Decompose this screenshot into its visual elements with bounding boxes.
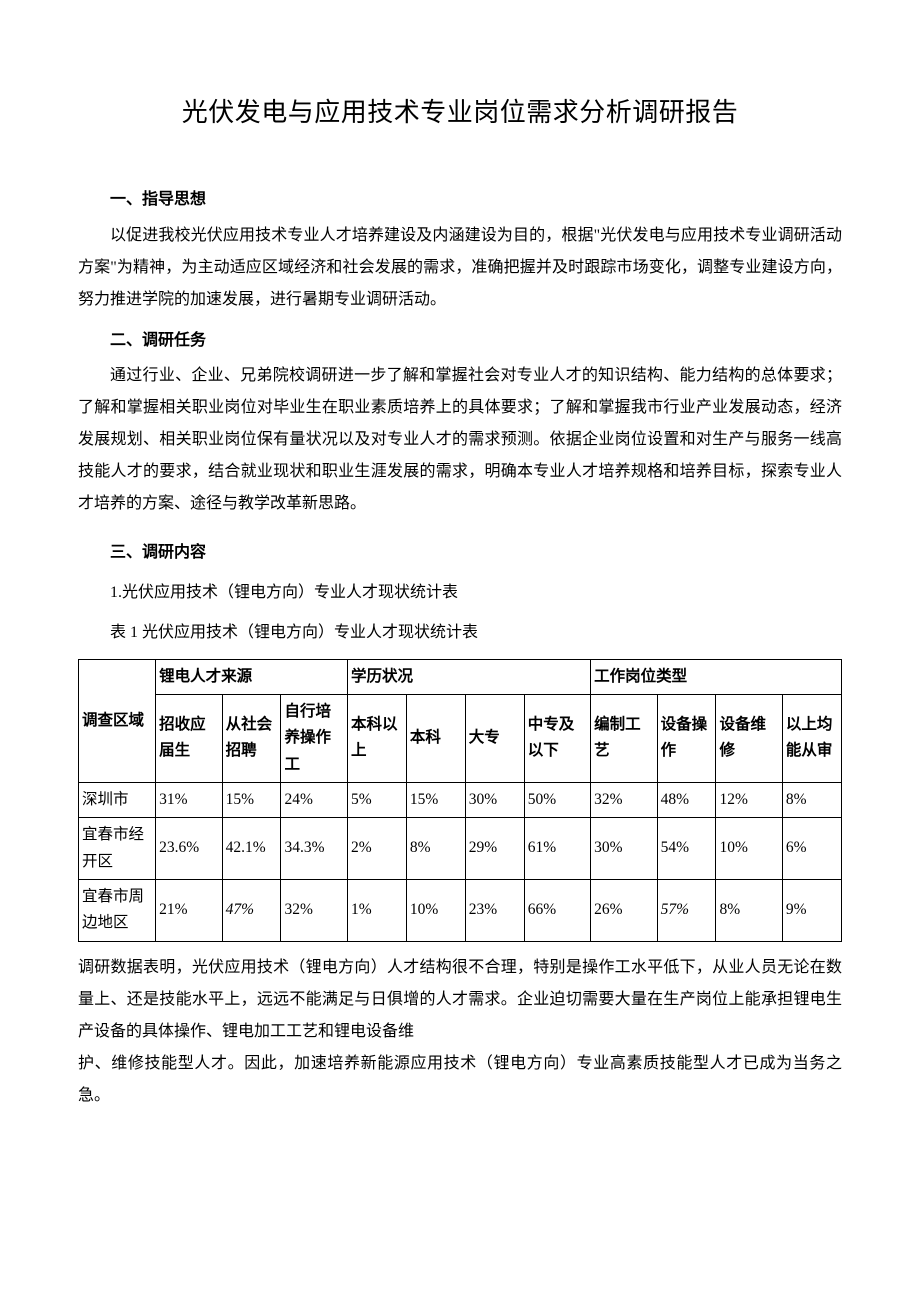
cell-region: 深圳市 <box>79 782 156 817</box>
th-h5: 本科 <box>406 694 465 782</box>
section-3-heading: 三、调研内容 <box>78 538 842 568</box>
cell: 50% <box>524 782 590 817</box>
cell: 15% <box>406 782 465 817</box>
talent-statistics-table: 调查区域 锂电人才来源 学历状况 工作岗位类型 招收应届生 从社会招聘 自行培养… <box>78 659 842 942</box>
th-h7: 中专及以下 <box>524 694 590 782</box>
cell: 47% <box>222 879 281 941</box>
cell: 48% <box>657 782 716 817</box>
section-3-item-1: 1.光伏应用技术（锂电方向）专业人才现状统计表 <box>78 577 842 609</box>
section-1-heading: 一、指导思想 <box>78 185 842 215</box>
section-2-para: 通过行业、企业、兄弟院校调研进一步了解和掌握社会对专业人才的知识结构、能力结构的… <box>78 360 842 520</box>
cell: 32% <box>591 782 657 817</box>
th-h8: 编制工艺 <box>591 694 657 782</box>
cell: 8% <box>406 818 465 880</box>
cell: 2% <box>347 818 406 880</box>
cell: 66% <box>524 879 590 941</box>
cell: 21% <box>156 879 222 941</box>
table-1-caption: 表 1 光伏应用技术（锂电方向）专业人才现状统计表 <box>78 617 842 649</box>
th-h6: 大专 <box>465 694 524 782</box>
cell: 23% <box>465 879 524 941</box>
th-group-source: 锂电人才来源 <box>156 659 348 694</box>
cell: 42.1% <box>222 818 281 880</box>
cell: 61% <box>524 818 590 880</box>
cell-region: 宜春市经开区 <box>79 818 156 880</box>
cell: 26% <box>591 879 657 941</box>
table-row: 宜春市经开区 23.6% 42.1% 34.3% 2% 8% 29% 61% 3… <box>79 818 842 880</box>
th-h10: 设备维修 <box>716 694 782 782</box>
after-table-para-2: 护、维修技能型人才。因此，加速培养新能源应用技术（锂电方向）专业高素质技能型人才… <box>78 1048 842 1112</box>
cell: 15% <box>222 782 281 817</box>
cell: 5% <box>347 782 406 817</box>
th-h1: 招收应届生 <box>156 694 222 782</box>
cell: 32% <box>281 879 347 941</box>
cell: 6% <box>782 818 841 880</box>
section-1-para: 以促进我校光伏应用技术专业人才培养建设及内涵建设为目的，根据"光伏发电与应用技术… <box>78 220 842 316</box>
cell: 12% <box>716 782 782 817</box>
cell: 34.3% <box>281 818 347 880</box>
th-h9: 设备操作 <box>657 694 716 782</box>
table-row: 宜春市周边地区 21% 47% 32% 1% 10% 23% 66% 26% 5… <box>79 879 842 941</box>
section-2-heading: 二、调研任务 <box>78 326 842 356</box>
cell: 23.6% <box>156 818 222 880</box>
cell: 10% <box>406 879 465 941</box>
cell: 10% <box>716 818 782 880</box>
cell: 1% <box>347 879 406 941</box>
cell: 30% <box>465 782 524 817</box>
after-table-para-1: 调研数据表明，光伏应用技术（锂电方向）人才结构很不合理，特别是操作工水平低下，从… <box>78 952 842 1048</box>
th-h11: 以上均能从审 <box>782 694 841 782</box>
th-group-job: 工作岗位类型 <box>591 659 842 694</box>
th-group-education: 学历状况 <box>347 659 590 694</box>
document-title: 光伏发电与应用技术专业岗位需求分析调研报告 <box>78 88 842 137</box>
cell: 9% <box>782 879 841 941</box>
cell: 8% <box>782 782 841 817</box>
th-h3: 自行培养操作工 <box>281 694 347 782</box>
table-row: 深圳市 31% 15% 24% 5% 15% 30% 50% 32% 48% 1… <box>79 782 842 817</box>
th-h4: 本科以上 <box>347 694 406 782</box>
cell: 57% <box>657 879 716 941</box>
cell: 24% <box>281 782 347 817</box>
th-region: 调查区域 <box>79 659 156 782</box>
cell: 31% <box>156 782 222 817</box>
cell: 54% <box>657 818 716 880</box>
cell: 8% <box>716 879 782 941</box>
th-h2: 从社会招聘 <box>222 694 281 782</box>
cell-region: 宜春市周边地区 <box>79 879 156 941</box>
cell: 30% <box>591 818 657 880</box>
cell: 29% <box>465 818 524 880</box>
